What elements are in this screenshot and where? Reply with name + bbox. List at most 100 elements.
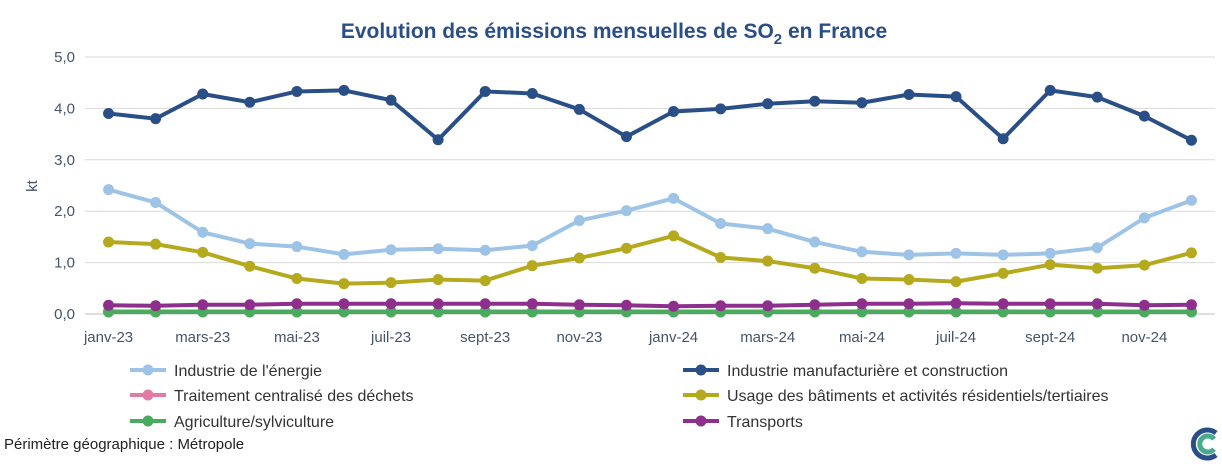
data-point [1091,91,1103,103]
data-point [668,192,680,204]
data-point [715,103,727,115]
data-point [997,298,1009,310]
data-point [526,240,538,252]
data-point [1138,110,1150,122]
data-point [1091,306,1103,318]
legend-marker [142,415,154,427]
data-point [809,95,821,107]
x-tick-label: juil-24 [935,329,976,346]
legend-label: Agriculture/sylviculture [174,414,334,431]
x-tick-label: sept-23 [460,329,510,346]
data-point [856,273,868,285]
data-point [1091,242,1103,254]
data-point [1138,212,1150,224]
legend-marker [695,389,707,401]
data-point [385,244,397,256]
data-point [762,255,774,267]
series-3 [103,230,1197,290]
chart-title-main: Evolution des émissions mensuelles de SO [341,20,774,43]
data-point [526,306,538,318]
x-tick-label: janv-23 [83,329,133,346]
data-point [103,236,115,248]
data-point [1185,194,1197,206]
data-point [903,306,915,318]
legend-marker [695,364,707,376]
data-point [103,108,115,120]
data-point [385,298,397,310]
data-point [762,223,774,235]
data-point [291,306,303,318]
data-point [903,274,915,286]
data-point [668,230,680,242]
data-point [1138,299,1150,311]
y-axis-label: kt [24,179,41,192]
x-tick-labels: janv-23 mars-23 mai-23 juil-23 sept-23 nov-23… [83,329,1167,346]
data-point [1091,262,1103,274]
series-4 [103,306,1197,318]
data-point [150,113,162,125]
data-point [291,298,303,310]
data-point [479,275,491,287]
legend-label: Industrie de l'énergie [174,363,322,380]
data-point [479,306,491,318]
data-point [526,298,538,310]
data-point [432,306,444,318]
legend-item: Traitement centralisé des déchets [130,388,414,405]
data-point [291,273,303,285]
data-point [950,306,962,318]
x-tick-label: sept-24 [1025,329,1075,346]
x-tick-label: nov-24 [1121,329,1167,346]
data-point [1138,259,1150,271]
data-point [526,87,538,99]
data-point [150,238,162,250]
y-tick-label: 5,0 [54,49,75,66]
data-point [762,98,774,110]
series-line [108,88,1193,143]
data-point [432,134,444,146]
data-point [479,244,491,256]
data-point [338,278,350,290]
series-lines [103,84,1197,318]
data-point [1185,134,1197,146]
data-point [103,299,115,311]
data-point [903,249,915,261]
data-point [668,105,680,117]
data-point [573,299,585,311]
data-point [715,300,727,312]
data-point [244,299,256,311]
data-point [620,205,632,217]
data-point [432,243,444,255]
data-point [856,306,868,318]
data-point [197,299,209,311]
legend-label: Transports [727,414,803,431]
data-point [479,85,491,97]
x-tick-label: nov-23 [556,329,602,346]
data-point [150,196,162,208]
legend-label: Traitement centralisé des déchets [174,388,414,405]
data-point [1044,247,1056,259]
y-tick-label: 1,0 [54,255,75,272]
data-point [856,97,868,109]
chart-title: Evolution des émissions mensuelles de SO… [341,20,887,48]
series-line [108,301,1192,309]
data-point [1185,247,1197,259]
data-point [479,298,491,310]
legend: Industrie de l'énergie Industrie manufact… [130,363,1109,431]
data-point [1185,299,1197,311]
data-point [1091,298,1103,310]
series-5 [103,297,1197,312]
x-tick-label: mai-23 [274,329,320,346]
series-line [108,187,1193,257]
data-point [432,274,444,286]
data-point [620,299,632,311]
data-point [244,96,256,108]
legend-item: Transports [683,414,803,431]
data-point [197,246,209,258]
data-point [338,298,350,310]
data-point [856,246,868,258]
data-point [809,262,821,274]
series-1 [103,84,1197,146]
citepa-logo-icon [1190,427,1218,461]
y-tick-labels: 0,0 1,0 2,0 3,0 4,0 5,0 [54,49,75,323]
legend-label: Usage des bâtiments et activités résiden… [727,388,1109,405]
